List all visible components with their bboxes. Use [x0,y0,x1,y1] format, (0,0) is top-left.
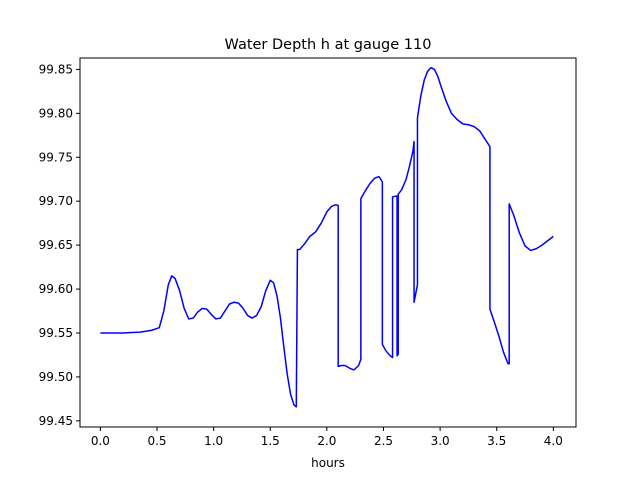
y-tick-label: 99.80 [39,106,73,120]
y-tick-label: 99.45 [39,414,73,428]
x-tick-label: 3.5 [487,434,506,448]
chart-title: Water Depth h at gauge 110 [225,37,432,53]
x-tick-label: 1.0 [204,434,223,448]
y-tick-label: 99.85 [39,62,73,76]
x-axis-label: hours [311,456,345,470]
x-tick-label: 0.5 [147,434,166,448]
y-tick-label: 99.60 [39,282,73,296]
y-axis-ticks: 99.45 99.50 99.55 99.60 99.65 99.70 99.75 99.80… [39,62,80,428]
series-line-0 [100,66,554,408]
x-tick-label: 2.0 [317,434,336,448]
x-tick-label: 3.0 [431,434,450,448]
y-tick-label: 99.65 [39,238,73,252]
x-tick-label: 0.0 [91,434,110,448]
x-tick-label: 1.5 [261,434,280,448]
y-tick-label: 99.55 [39,326,73,340]
x-tick-label: 2.5 [374,434,393,448]
x-axis-ticks: 0.0 0.5 1.0 1.5 2.0 2.5 3.0 3.5 4.0 [91,427,563,448]
x-tick-label: 4.0 [544,434,563,448]
plot-frame [79,57,577,428]
y-tick-label: 99.70 [39,194,73,208]
y-tick-label: 99.50 [39,370,73,384]
y-tick-label: 99.75 [39,150,73,164]
plot-area [79,57,577,428]
